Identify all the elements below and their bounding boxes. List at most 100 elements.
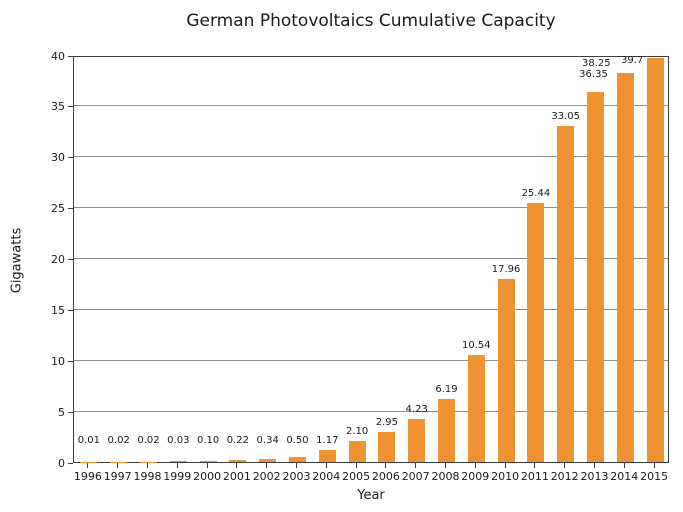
bar-value-label-2000: 0.10 xyxy=(196,435,220,446)
plot-area: 0.01 0.02 0.02 0.03 0.10 0.22 0.34 0.50 1.17 2.10… xyxy=(73,56,669,463)
x-tick-label-2004: 2004 xyxy=(312,470,341,483)
x-axis-label: Year xyxy=(357,488,385,503)
bar-value-label-2015: 39.7 xyxy=(620,55,644,67)
bar-2005 xyxy=(348,440,366,462)
y-tick-label: 5 xyxy=(58,405,65,419)
x-tick-label-2003: 2003 xyxy=(282,470,311,483)
bar-value-label-2012: 33.05 xyxy=(551,110,581,122)
x-tick-mark xyxy=(474,463,476,468)
x-tick-mark xyxy=(87,463,89,468)
bar-2001 xyxy=(229,459,247,462)
bar-2002 xyxy=(259,458,277,462)
bar-2007 xyxy=(408,418,426,462)
x-tick-mark xyxy=(504,463,506,468)
x-tick-mark xyxy=(325,463,327,468)
y-axis-label: Gigawatts xyxy=(9,227,25,294)
x-tick-label-1999: 1999 xyxy=(163,470,192,483)
bar-2015 xyxy=(646,58,664,462)
y-tick-label: 0 xyxy=(58,456,65,470)
x-tick-label-2006: 2006 xyxy=(371,470,400,483)
x-tick-label-2012: 2012 xyxy=(550,470,579,483)
x-tick-mark xyxy=(564,463,566,468)
bar-value-label-2008: 6.19 xyxy=(435,384,458,396)
x-tick-label-1997: 1997 xyxy=(103,470,132,483)
bar-2008 xyxy=(438,399,455,462)
bar-value-label-2002: 0.34 xyxy=(256,435,279,446)
bar-value-label-1998: 0.02 xyxy=(137,435,160,446)
y-tick-mark xyxy=(68,157,73,159)
x-tick-mark xyxy=(594,463,595,468)
x-tick-label-2010: 2010 xyxy=(491,470,520,483)
bar-value-label-2001: 0.22 xyxy=(226,435,250,446)
gridline-35 xyxy=(74,105,668,107)
x-tick-mark xyxy=(653,463,655,468)
x-tick-mark xyxy=(117,463,119,468)
chart-title: German Photovoltaics Cumulative Capacity xyxy=(186,11,556,31)
y-tick-label: 30 xyxy=(51,151,65,165)
y-tick-label: 35 xyxy=(51,100,65,114)
bar-2011 xyxy=(527,203,545,462)
y-tick-label: 25 xyxy=(51,202,65,216)
x-tick-mark xyxy=(445,463,446,468)
bar-2000 xyxy=(199,460,217,462)
x-tick-mark xyxy=(623,463,625,468)
y-tick-label: 40 xyxy=(51,49,65,63)
x-tick-mark xyxy=(385,463,387,468)
x-tick-label-2001: 2001 xyxy=(222,470,251,483)
bar-2006 xyxy=(378,431,396,462)
x-tick-mark xyxy=(176,463,178,468)
bar-value-label-2003: 0.50 xyxy=(286,435,309,446)
bar-2004 xyxy=(318,450,336,462)
y-tick-mark xyxy=(68,360,73,362)
bar-2009 xyxy=(467,354,485,462)
x-tick-label-1998: 1998 xyxy=(133,470,162,483)
bar-value-label-2010: 17.96 xyxy=(491,264,521,276)
y-tick-mark xyxy=(68,259,73,260)
x-tick-label-2009: 2009 xyxy=(461,470,490,483)
gridline-5 xyxy=(74,410,668,412)
bar-value-label-2009: 10.54 xyxy=(461,339,491,351)
x-tick-mark xyxy=(415,463,417,468)
y-tick-mark xyxy=(68,309,73,311)
y-tick-mark xyxy=(68,462,73,464)
bar-value-label-2007: 4.23 xyxy=(405,403,428,415)
gridline-20 xyxy=(74,258,668,259)
bar-value-label-2011: 25.44 xyxy=(521,188,551,200)
x-tick-label-2014: 2014 xyxy=(610,470,639,483)
bar-value-label-2014: 38.25 xyxy=(581,57,611,69)
bar-2013 xyxy=(587,92,604,462)
bar-1999 xyxy=(169,461,187,462)
bar-value-label-1996: 0.01 xyxy=(77,435,101,446)
x-tick-mark xyxy=(266,463,268,468)
x-tick-label-2002: 2002 xyxy=(252,470,281,483)
x-tick-mark xyxy=(236,463,238,468)
bar-value-label-1999: 0.03 xyxy=(167,435,190,446)
x-tick-label-2000: 2000 xyxy=(193,470,222,483)
x-tick-label-2005: 2005 xyxy=(342,470,371,483)
y-tick-label: 10 xyxy=(51,354,65,368)
bar-value-label-1997: 0.02 xyxy=(107,435,130,446)
x-tick-mark xyxy=(147,463,148,468)
x-tick-mark xyxy=(296,463,297,468)
bar-value-label-2006: 2.95 xyxy=(375,416,399,428)
x-tick-label-2008: 2008 xyxy=(431,470,460,483)
gridline-25 xyxy=(74,207,668,209)
y-tick-mark xyxy=(68,411,73,413)
y-tick-mark xyxy=(68,55,73,57)
x-tick-mark xyxy=(534,463,536,468)
bar-2003 xyxy=(289,456,306,462)
bar-value-label-2005: 2.10 xyxy=(345,425,369,437)
y-tick-mark xyxy=(68,106,73,108)
gridline-15 xyxy=(74,308,668,310)
x-tick-label-1996: 1996 xyxy=(73,470,102,483)
bar-value-label-2004: 1.17 xyxy=(316,435,339,446)
gridline-10 xyxy=(74,359,668,361)
x-tick-label-2007: 2007 xyxy=(401,470,430,483)
y-tick-mark xyxy=(68,208,73,210)
bar-2010 xyxy=(497,279,515,462)
bar-2012 xyxy=(557,125,575,462)
x-tick-label-2015: 2015 xyxy=(640,470,669,483)
gridline-30 xyxy=(74,156,668,158)
bar-value-label-2013: 36.35 xyxy=(579,69,608,81)
